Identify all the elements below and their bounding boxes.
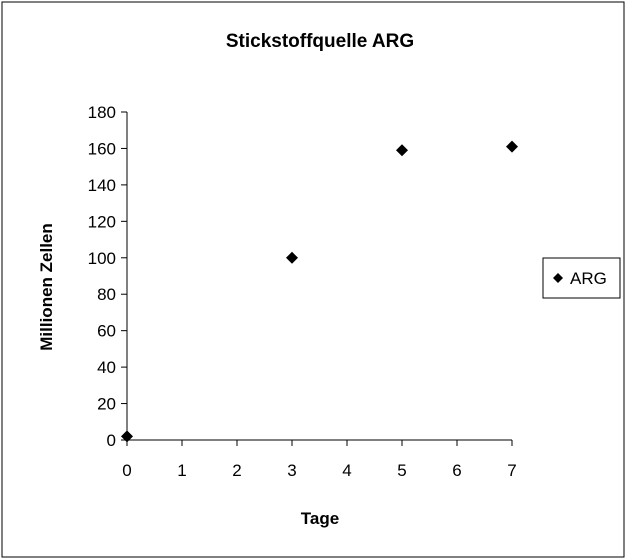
y-tick-label: 20 xyxy=(97,395,116,414)
y-tick-label: 180 xyxy=(88,103,116,122)
x-tick-label: 5 xyxy=(397,461,406,480)
x-tick-label: 0 xyxy=(122,461,131,480)
data-point-diamond xyxy=(286,251,298,264)
legend-marker-diamond-icon xyxy=(553,273,563,283)
legend-label: ARG xyxy=(570,269,607,288)
x-tick-label: 4 xyxy=(342,461,351,480)
x-axis-ticks: 0 1 2 3 4 5 6 7 xyxy=(122,440,517,480)
data-points xyxy=(121,140,518,443)
data-point-diamond xyxy=(121,430,133,443)
y-tick-label: 0 xyxy=(107,431,116,450)
chart-title: Stickstoffquelle ARG xyxy=(226,31,414,52)
x-tick-label: 7 xyxy=(507,461,516,480)
legend: ARG xyxy=(542,257,621,299)
y-tick-label: 80 xyxy=(97,285,116,304)
y-tick-label: 40 xyxy=(97,358,116,377)
data-point-diamond xyxy=(396,144,408,157)
x-axis-label: Tage xyxy=(301,509,339,528)
x-tick-label: 6 xyxy=(452,461,461,480)
x-tick-label: 2 xyxy=(232,461,241,480)
y-tick-label: 160 xyxy=(88,139,116,158)
y-tick-label: 100 xyxy=(88,249,116,268)
y-tick-label: 140 xyxy=(88,176,116,195)
data-point-diamond xyxy=(506,140,518,153)
y-axis-label: Millionen Zellen xyxy=(37,223,56,351)
x-tick-label: 3 xyxy=(287,461,296,480)
x-tick-label: 1 xyxy=(177,461,186,480)
y-tick-label: 120 xyxy=(88,212,116,231)
axes xyxy=(126,112,512,441)
y-axis-ticks: 0 20 40 60 80 100 120 140 160 180 xyxy=(88,103,127,450)
y-tick-label: 60 xyxy=(97,322,116,341)
